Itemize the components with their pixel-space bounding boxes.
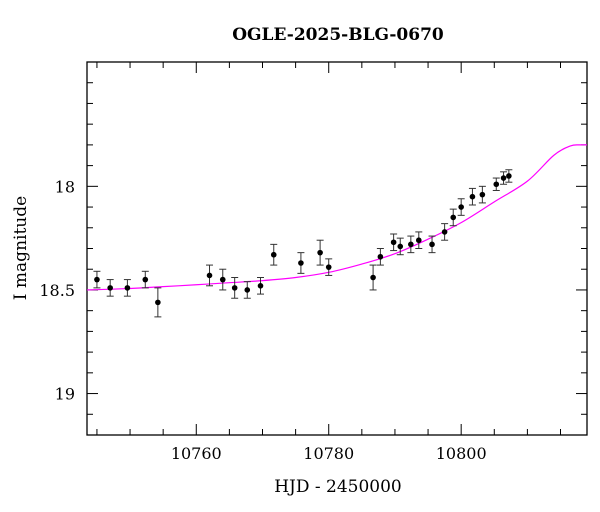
data-point [390,239,397,246]
data-point [479,191,486,198]
data-point [450,214,457,221]
x-tick-label: 10760 [171,444,222,463]
data-point [298,260,304,266]
y-tick-label: 18.5 [39,281,75,300]
plot-frame [86,61,588,436]
data-point [124,285,131,291]
data-point [429,241,435,248]
x-axis-label: HJD - 2450000 [274,477,402,497]
data-point [469,193,476,200]
data-point [317,249,323,256]
data-point [270,251,277,258]
data-point [458,204,464,210]
axis-tick-labels: 10760 10780 10800 18 18.5 19 [39,177,486,463]
data-point [325,264,332,270]
model-curve [86,144,588,291]
data-point [94,276,100,283]
y-tick-label: 18 [55,177,75,196]
chart-title: OGLE-2025-BLG-0670 [232,25,444,45]
data-point [493,181,500,188]
data-point [370,274,376,281]
data-point [408,241,414,248]
data-point [377,253,384,260]
data-point [441,229,448,235]
data-point [397,243,404,250]
y-tick-label: 19 [55,385,75,404]
x-tick-label: 10800 [436,444,487,463]
data-point [244,287,251,293]
data-point [506,173,512,179]
data-points-group [93,169,513,318]
data-point [206,272,213,279]
x-tick-label: 10780 [303,444,354,463]
data-point [231,285,238,291]
data-point [142,276,149,283]
data-point [415,237,422,244]
data-point [219,276,226,283]
y-axis-label: I magnitude [11,196,31,300]
data-point [107,285,113,291]
axis-ticks [87,61,587,436]
model-curve-group [86,144,588,291]
data-point [155,299,161,306]
data-point [500,175,507,181]
data-point [257,283,264,289]
